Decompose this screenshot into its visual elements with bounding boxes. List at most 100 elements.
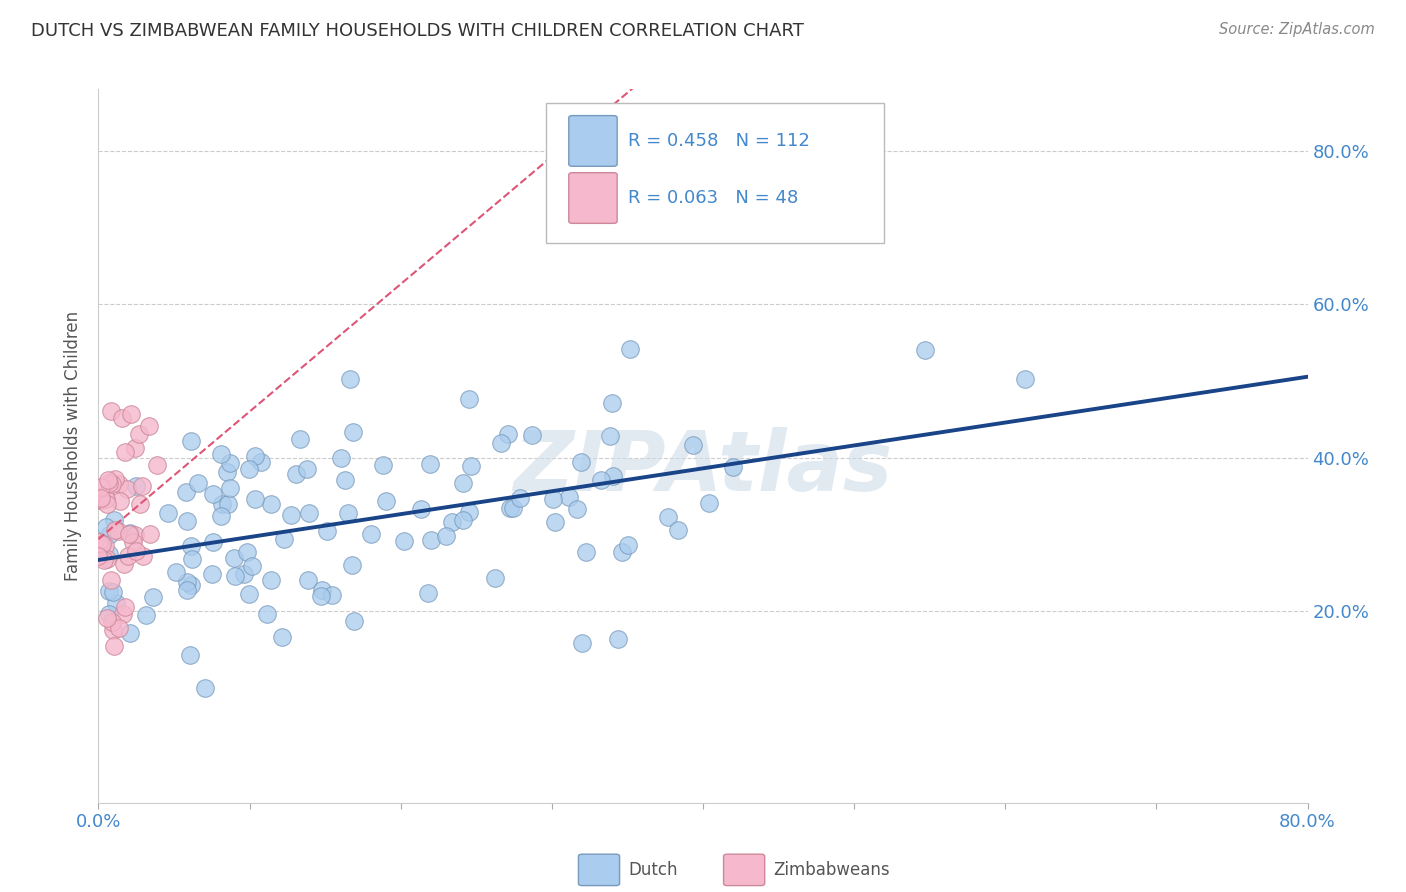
Point [115,482,138,496]
Point [233,566,256,581]
Point [498,426,520,441]
Point [522,428,544,442]
Point [343,614,366,628]
Point [128,427,150,442]
Point [100,615,122,630]
Point [224,569,246,583]
Point [589,473,612,487]
FancyBboxPatch shape [569,173,617,223]
Point [202,535,225,549]
Point [128,497,150,511]
Point [606,632,628,646]
Point [612,544,634,558]
Point [575,545,598,559]
Point [217,497,239,511]
Point [94,539,117,553]
Point [108,476,131,491]
Point [222,551,245,566]
Point [118,526,141,541]
Point [280,508,302,523]
Point [209,509,232,524]
Point [131,479,153,493]
Point [219,481,242,495]
Point [94,491,117,506]
Point [211,497,233,511]
Point [100,573,122,587]
Text: Dutch: Dutch [628,861,678,879]
Point [288,432,311,446]
Text: ZIPAtlas: ZIPAtlas [513,427,893,508]
Point [217,465,239,479]
Point [491,435,513,450]
Text: DUTCH VS ZIMBABWEAN FAMILY HOUSEHOLDS WITH CHILDREN CORRELATION CHART: DUTCH VS ZIMBABWEAN FAMILY HOUSEHOLDS WI… [31,22,804,40]
Point [90,480,112,494]
Point [240,559,263,574]
Point [93,553,115,567]
Point [98,475,121,490]
Point [142,590,165,604]
Point [238,461,260,475]
Point [100,404,122,418]
Point [682,438,704,452]
Point [297,574,319,588]
Point [543,515,565,529]
Point [121,534,143,549]
Point [721,460,744,475]
Point [260,573,283,587]
FancyBboxPatch shape [578,855,620,886]
Point [97,473,120,487]
Point [97,547,120,561]
Point [571,636,593,650]
Point [117,549,139,563]
Point [180,539,202,553]
Point [339,371,361,385]
Point [243,449,266,463]
Point [89,534,111,549]
Point [914,343,936,358]
Point [329,451,352,466]
Point [245,492,267,507]
Point [91,537,114,551]
Point [146,458,169,472]
Point [509,491,531,505]
Point [484,571,506,585]
Point [434,529,457,543]
Point [105,596,128,610]
Point [138,418,160,433]
FancyBboxPatch shape [724,855,765,886]
Point [342,558,364,572]
Point [124,442,146,456]
Text: Zimbabweans: Zimbabweans [773,861,890,879]
Point [699,496,721,510]
Point [135,608,157,623]
Point [657,509,679,524]
Point [295,462,318,476]
Point [599,429,621,443]
Point [270,630,292,644]
Point [111,411,134,425]
Point [392,534,415,549]
Point [337,506,360,520]
Point [256,607,278,622]
Point [249,454,271,468]
Point [298,507,321,521]
Point [156,506,179,520]
Point [96,552,118,566]
Point [499,501,522,516]
Point [1014,372,1036,386]
Point [174,485,197,500]
Point [103,585,125,599]
Point [179,648,201,662]
Point [342,425,364,439]
Point [260,498,283,512]
Point [311,582,333,597]
Point [333,473,356,487]
Point [411,502,433,516]
Y-axis label: Family Households with Children: Family Households with Children [63,311,82,581]
Point [96,611,118,625]
Point [201,567,224,582]
Point [284,467,307,481]
Point [87,549,110,563]
Point [125,544,148,558]
Point [321,588,343,602]
